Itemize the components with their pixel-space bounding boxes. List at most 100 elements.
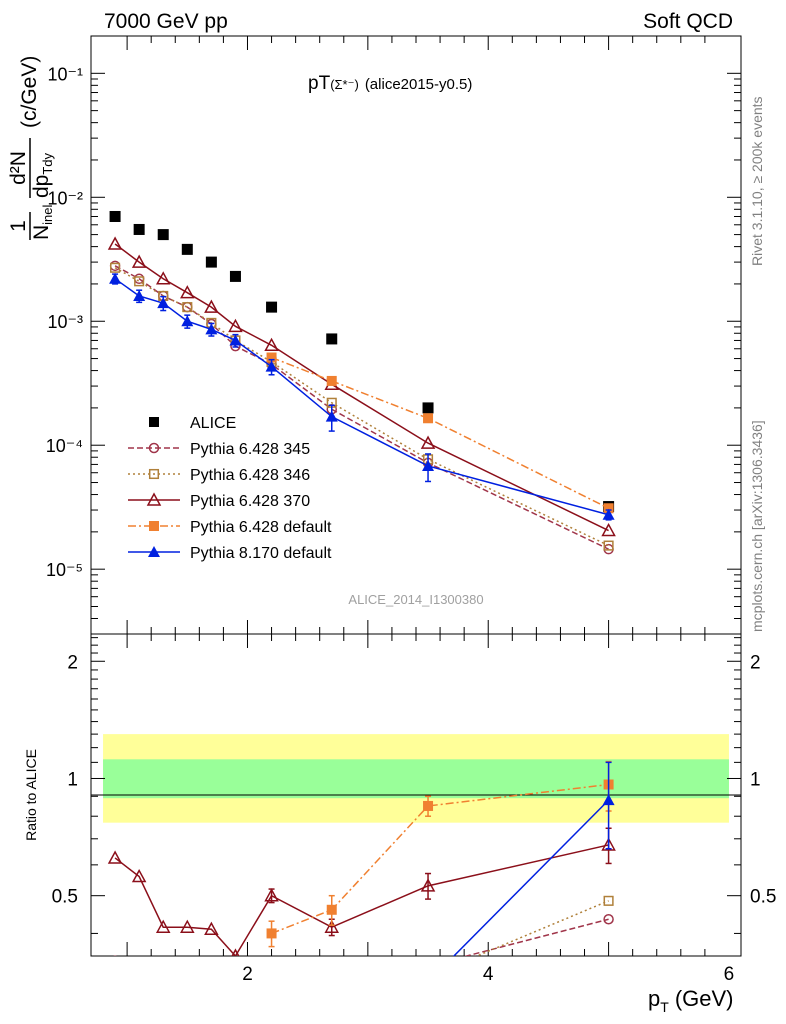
legend-entry: Pythia 6.428 370 <box>128 492 310 510</box>
ratio-band-inner <box>103 759 729 799</box>
main-series-p8def <box>109 272 615 521</box>
y-tick-label: 10⁻³ <box>47 312 83 332</box>
data-point <box>113 955 117 956</box>
data-point <box>326 375 337 386</box>
data-point <box>229 270 241 282</box>
ylabel-one: 1 <box>7 220 30 232</box>
legend-label: Pythia 8.170 default <box>190 545 332 562</box>
ratio-y-tick-label-right: 0.5 <box>750 887 776 908</box>
data-point <box>204 299 219 313</box>
legend-entry: Pythia 6.428 346 <box>128 467 310 484</box>
legend-entry: Pythia 8.170 default <box>128 545 332 562</box>
data-point <box>603 895 614 906</box>
data-point <box>146 492 162 506</box>
ratio-y-axis-label: Ratio to ALICE <box>23 749 39 841</box>
series-line <box>114 267 609 547</box>
data-point <box>149 417 159 427</box>
ratio-series-p6def <box>266 760 614 948</box>
data-point <box>133 289 146 301</box>
process-label: Soft QCD <box>643 10 733 33</box>
series-line <box>463 918 609 956</box>
data-point <box>110 262 121 273</box>
data-point <box>602 794 615 806</box>
legend-label: Pythia 6.428 346 <box>190 467 310 484</box>
data-point <box>603 913 614 925</box>
data-point <box>264 888 279 902</box>
data-point <box>264 337 279 352</box>
data-point <box>157 297 170 309</box>
main-series-p346 <box>110 262 614 551</box>
data-point <box>131 254 147 268</box>
plot-title-particle: (Σ*⁻) <box>330 77 359 92</box>
legend: ALICE Pythia 6.428 345 Pythia 6.428 346 Pyt… <box>128 415 332 562</box>
collision-label: 7000 GeV pp <box>104 10 228 33</box>
ratio-y-tick-label: 1 <box>67 769 78 790</box>
data-point <box>155 919 171 933</box>
analysis-watermark: ALICE_2014_I1300380 <box>348 592 483 607</box>
data-point <box>148 442 160 454</box>
data-point <box>325 410 338 422</box>
y-tick-label: 10⁻⁵ <box>46 560 83 580</box>
data-point <box>422 402 434 414</box>
data-point <box>265 360 278 372</box>
legend-label: Pythia 6.428 345 <box>190 441 310 458</box>
series-line <box>114 243 609 532</box>
x-tick-label: 2 <box>242 964 253 985</box>
main-series-p370 <box>107 236 616 537</box>
y-tick-label: 10⁻⁴ <box>46 436 83 456</box>
data-point <box>324 919 340 933</box>
mcplots-label: mcplots.cern.ch [arXiv:1306.3436] <box>749 420 765 632</box>
ratio-y-tick-label-right: 1 <box>750 769 761 790</box>
ratio-uncertainty-bands <box>103 734 729 823</box>
data-point <box>205 323 218 335</box>
data-point <box>131 868 147 883</box>
rivet-version-label: Rivet 3.1.10, ≥ 200k events <box>749 96 765 266</box>
data-point <box>109 272 122 284</box>
data-point <box>603 540 614 551</box>
ratio-series-p345 <box>113 913 614 956</box>
ylabel-n: Ninel <box>30 204 55 240</box>
legend-label: Pythia 6.428 370 <box>190 493 310 510</box>
data-point <box>134 276 145 287</box>
data-point <box>420 878 436 892</box>
legend-label: Pythia 6.428 default <box>190 519 332 536</box>
plot-title: pT(Σ*⁻) (alice2015-y0.5) <box>308 73 472 94</box>
data-point <box>148 468 160 480</box>
series-line <box>452 799 610 956</box>
ratio-y-tick-label: 2 <box>67 652 78 673</box>
data-point <box>266 352 277 363</box>
chart-marks <box>107 210 616 987</box>
series-line <box>114 844 609 956</box>
data-point <box>109 210 121 222</box>
legend-entry: Pythia 6.428 345 <box>128 441 310 458</box>
main-series-p345 <box>109 260 614 555</box>
data-point <box>180 919 195 933</box>
main-plot-frame <box>90 35 742 635</box>
data-point <box>133 223 145 235</box>
legend-label: ALICE <box>190 415 236 432</box>
data-point <box>326 904 337 915</box>
data-point <box>157 229 169 241</box>
y-tick-label: 10⁻² <box>47 188 83 208</box>
x-tick-label: 6 <box>724 964 735 985</box>
data-point <box>231 948 240 956</box>
x-axis-label: pT (GeV) <box>648 986 734 1015</box>
data-point <box>205 256 217 268</box>
series-line <box>271 356 609 509</box>
legend-entry: ALICE <box>149 415 236 432</box>
data-point <box>423 413 434 424</box>
data-point <box>601 522 616 537</box>
data-point <box>228 318 243 333</box>
main-y-axis-label: 1 Ninel d²N dpTdy (c/GeV) <box>7 56 55 240</box>
data-point <box>422 976 434 987</box>
data-point <box>181 243 193 255</box>
ylabel-dn: d²N <box>7 151 30 185</box>
axis-ticks: 2 4 6 10⁻⁵ 10⁻⁴ 10⁻³ 10⁻² 10⁻¹ 0.5 0.5 1 1 2 2 <box>46 35 776 985</box>
main-series-data <box>109 210 615 513</box>
series-line <box>114 278 609 516</box>
data-point <box>424 972 433 981</box>
data-point <box>326 333 338 345</box>
data-point <box>148 546 160 557</box>
data-point <box>602 508 615 520</box>
